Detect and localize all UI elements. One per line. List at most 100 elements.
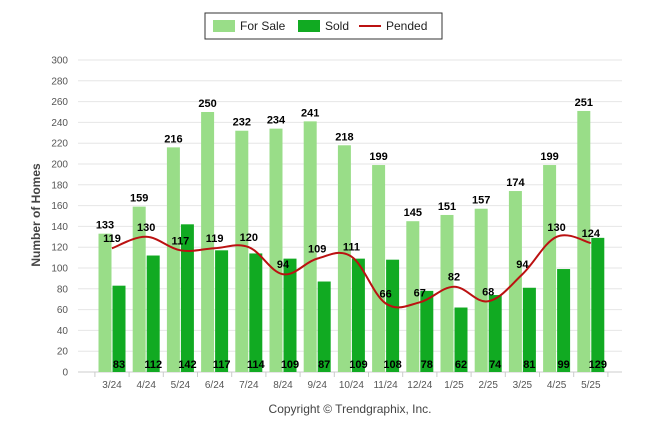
bar-sold: [283, 258, 297, 372]
x-tick-label: 3/24: [102, 380, 122, 391]
y-tick-label: 240: [51, 118, 68, 129]
line-layer: [111, 234, 592, 309]
x-tick-label: 2/25: [478, 380, 498, 391]
label-for-sale: 234: [267, 115, 286, 127]
legend: For Sale Sold Pended: [204, 12, 443, 40]
x-tick-label: 5/25: [581, 380, 601, 391]
label-pended: 130: [547, 222, 565, 234]
label-sold: 117: [213, 359, 231, 371]
label-for-sale: 251: [575, 97, 593, 109]
label-for-sale: 133: [96, 220, 114, 232]
bar-sold: [522, 287, 536, 372]
label-pended: 120: [240, 232, 258, 244]
bar-sold: [112, 285, 126, 372]
y-tick-label: 200: [51, 160, 68, 171]
label-for-sale: 151: [438, 201, 456, 213]
copyright-text: Copyright © Trendgraphix, Inc.: [269, 402, 432, 416]
label-sold: 129: [589, 359, 607, 371]
bar-sold: [249, 253, 263, 372]
bar-sold: [386, 259, 400, 372]
label-for-sale: 216: [164, 133, 182, 145]
label-sold: 109: [281, 359, 299, 371]
label-for-sale: 250: [198, 98, 216, 110]
axis-layer: 0 20 40 60 80 100 120 140 160 180 200 220 240 260 280 3…: [51, 56, 622, 391]
x-tick-label: 5/24: [171, 380, 191, 391]
label-pended: 94: [277, 259, 290, 271]
label-for-sale: 232: [233, 117, 251, 129]
bar-for-sale: [543, 165, 557, 372]
legend-swatch-sold: [298, 20, 320, 32]
y-axis-title: Number of Homes: [29, 163, 43, 267]
label-for-sale: 199: [369, 151, 387, 163]
label-for-sale: 174: [506, 177, 525, 189]
label-layer: 133 83 159 112 216 142 250 117 232 114 234 109 241 87…: [96, 97, 607, 371]
label-pended: 124: [582, 228, 601, 240]
y-tick-label: 60: [57, 305, 69, 316]
label-for-sale: 241: [301, 107, 319, 119]
bar-sold: [454, 307, 468, 372]
label-sold: 114: [247, 359, 266, 371]
x-tick-label: 1/25: [444, 380, 464, 391]
y-tick-label: 280: [51, 76, 68, 87]
x-tick-label: 6/24: [205, 380, 225, 391]
label-for-sale: 157: [472, 195, 490, 207]
y-tick-label: 300: [51, 56, 68, 67]
x-tick-label: 3/25: [513, 380, 533, 391]
label-sold: 108: [383, 359, 401, 371]
label-for-sale: 218: [335, 131, 353, 143]
bar-sold: [420, 290, 434, 372]
label-sold: 112: [144, 359, 162, 371]
bar-for-sale: [269, 128, 283, 372]
y-tick-label: 0: [62, 368, 68, 379]
bar-sold: [557, 269, 571, 372]
bar-sold: [488, 295, 502, 372]
label-sold: 81: [523, 359, 535, 371]
label-pended: 111: [343, 242, 360, 254]
label-sold: 142: [178, 359, 196, 371]
label-sold: 83: [113, 359, 125, 371]
legend-swatch-for-sale: [213, 20, 235, 32]
bar-for-sale: [166, 147, 180, 372]
bar-for-sale: [372, 165, 386, 372]
x-tick-label: 9/24: [307, 380, 327, 391]
bar-for-sale: [406, 221, 420, 372]
label-pended: 119: [206, 233, 224, 245]
label-pended: 119: [103, 233, 121, 245]
label-pended: 109: [308, 244, 326, 256]
y-tick-label: 180: [51, 180, 68, 191]
bar-sold: [146, 255, 160, 372]
y-tick-label: 40: [57, 326, 69, 337]
label-for-sale: 145: [404, 207, 422, 219]
label-pended: 66: [379, 288, 391, 300]
bar-for-sale: [201, 112, 215, 372]
y-tick-label: 80: [57, 284, 69, 295]
label-pended: 94: [516, 259, 529, 271]
label-sold: 99: [557, 359, 569, 371]
y-tick-label: 260: [51, 97, 68, 108]
bar-sold: [351, 258, 365, 372]
legend-label-pended: Pended: [386, 19, 427, 33]
y-tick-label: 20: [57, 347, 69, 358]
bar-for-sale: [337, 145, 351, 372]
bar-layer: [98, 110, 605, 373]
y-tick-label: 160: [51, 201, 68, 212]
label-pended: 67: [414, 287, 426, 299]
label-for-sale: 159: [130, 193, 148, 205]
label-pended: 82: [448, 272, 460, 284]
y-tick-label: 140: [51, 222, 68, 233]
x-tick-label: 8/24: [273, 380, 293, 391]
x-tick-label: 4/25: [547, 380, 567, 391]
legend-box: [204, 12, 443, 40]
label-sold: 109: [349, 359, 367, 371]
bar-for-sale: [303, 121, 317, 372]
y-tick-label: 220: [51, 139, 68, 150]
bar-sold: [591, 237, 605, 372]
legend-label-for-sale: For Sale: [240, 19, 286, 33]
label-sold: 62: [455, 359, 467, 371]
bar-for-sale: [440, 214, 454, 372]
bar-sold: [317, 281, 331, 372]
bar-for-sale: [474, 208, 488, 372]
label-pended: 68: [482, 286, 494, 298]
